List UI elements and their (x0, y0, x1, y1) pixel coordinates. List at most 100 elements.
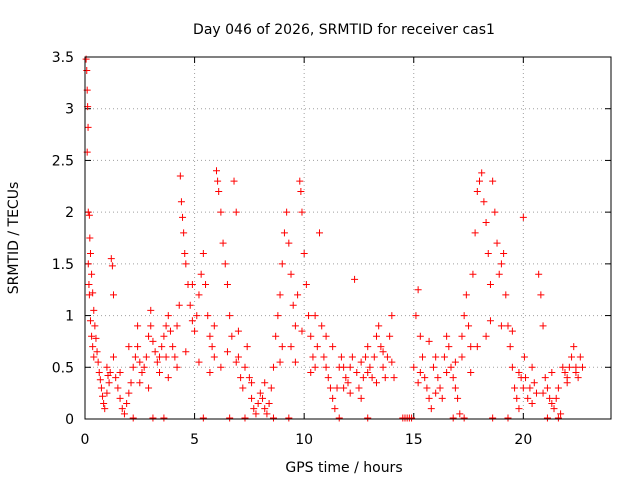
data-point (478, 169, 486, 177)
data-point (176, 172, 184, 180)
data-point (142, 353, 150, 361)
data-point (574, 374, 582, 382)
data-point (239, 384, 247, 392)
data-point (305, 312, 313, 320)
data-point (537, 291, 545, 299)
data-point (497, 260, 505, 268)
data-point (85, 281, 93, 289)
data-point (265, 399, 273, 407)
data-point (169, 343, 177, 351)
data-point (186, 301, 194, 309)
data-point (504, 322, 512, 330)
data-point (116, 368, 124, 376)
data-point (329, 394, 337, 402)
data-point (93, 348, 101, 356)
x-axis-label: GPS time / hours (285, 460, 402, 476)
data-point (234, 353, 242, 361)
data-point (245, 374, 253, 382)
data-point (451, 358, 459, 366)
data-point (318, 322, 326, 330)
data-point (85, 211, 93, 219)
data-point (528, 399, 536, 407)
data-point (377, 343, 385, 351)
data-point (147, 322, 155, 330)
data-point (259, 394, 267, 402)
data-point (127, 379, 135, 387)
data-point (346, 389, 354, 397)
data-point (230, 177, 238, 185)
data-point (526, 384, 534, 392)
data-point (151, 348, 159, 356)
data-point (202, 281, 210, 289)
data-point (287, 343, 295, 351)
data-point (357, 358, 365, 366)
data-point (372, 332, 380, 340)
data-point (109, 353, 117, 361)
data-point (508, 327, 516, 335)
data-point (254, 399, 262, 407)
data-point (370, 353, 378, 361)
data-point (116, 394, 124, 402)
data-point (118, 405, 126, 413)
data-point (473, 343, 481, 351)
data-point (482, 218, 490, 226)
data-point (88, 332, 96, 340)
data-point (156, 353, 164, 361)
data-point (454, 394, 462, 402)
data-point (175, 301, 183, 309)
data-point (491, 208, 499, 216)
data-point (248, 379, 256, 387)
data-point (451, 384, 459, 392)
data-point (140, 363, 148, 371)
data-point (206, 332, 214, 340)
data-point (495, 270, 503, 278)
y-tick-label: 3 (65, 102, 74, 118)
data-point (390, 374, 398, 382)
data-point (171, 353, 179, 361)
data-point (528, 363, 536, 371)
data-point (515, 368, 523, 376)
data-point (353, 368, 361, 376)
data-point (530, 379, 538, 387)
data-point (484, 250, 492, 258)
data-point (572, 368, 580, 376)
data-point (425, 394, 433, 402)
data-point (300, 250, 308, 258)
data-point (296, 177, 304, 185)
data-point (276, 358, 284, 366)
data-point (191, 327, 199, 335)
x-tick-label: 20 (514, 432, 532, 448)
data-point (237, 374, 245, 382)
data-point (180, 229, 188, 237)
data-point (91, 322, 99, 330)
data-point (570, 343, 578, 351)
data-point (272, 332, 280, 340)
data-point (85, 291, 93, 299)
data-point (500, 250, 508, 258)
data-point (460, 414, 468, 422)
data-point (131, 353, 139, 361)
data-point (267, 384, 275, 392)
data-point (320, 353, 328, 361)
data-point (563, 379, 571, 387)
data-point (129, 363, 137, 371)
data-point (188, 281, 196, 289)
data-point (297, 187, 305, 195)
data-point (173, 322, 181, 330)
data-point (449, 414, 457, 422)
data-point (366, 363, 374, 371)
data-point (548, 368, 556, 376)
data-point (476, 177, 483, 185)
data-point (506, 343, 514, 351)
data-point (372, 379, 380, 387)
data-point (90, 353, 98, 361)
data-point (164, 374, 172, 382)
data-point (449, 374, 457, 382)
y-tick-label: 1.5 (52, 257, 74, 273)
data-point (447, 363, 455, 371)
data-point (241, 414, 249, 422)
data-point (228, 332, 236, 340)
chart-title: Day 046 of 2026, SRMTID for receiver cas… (193, 22, 495, 38)
data-point (181, 250, 189, 258)
